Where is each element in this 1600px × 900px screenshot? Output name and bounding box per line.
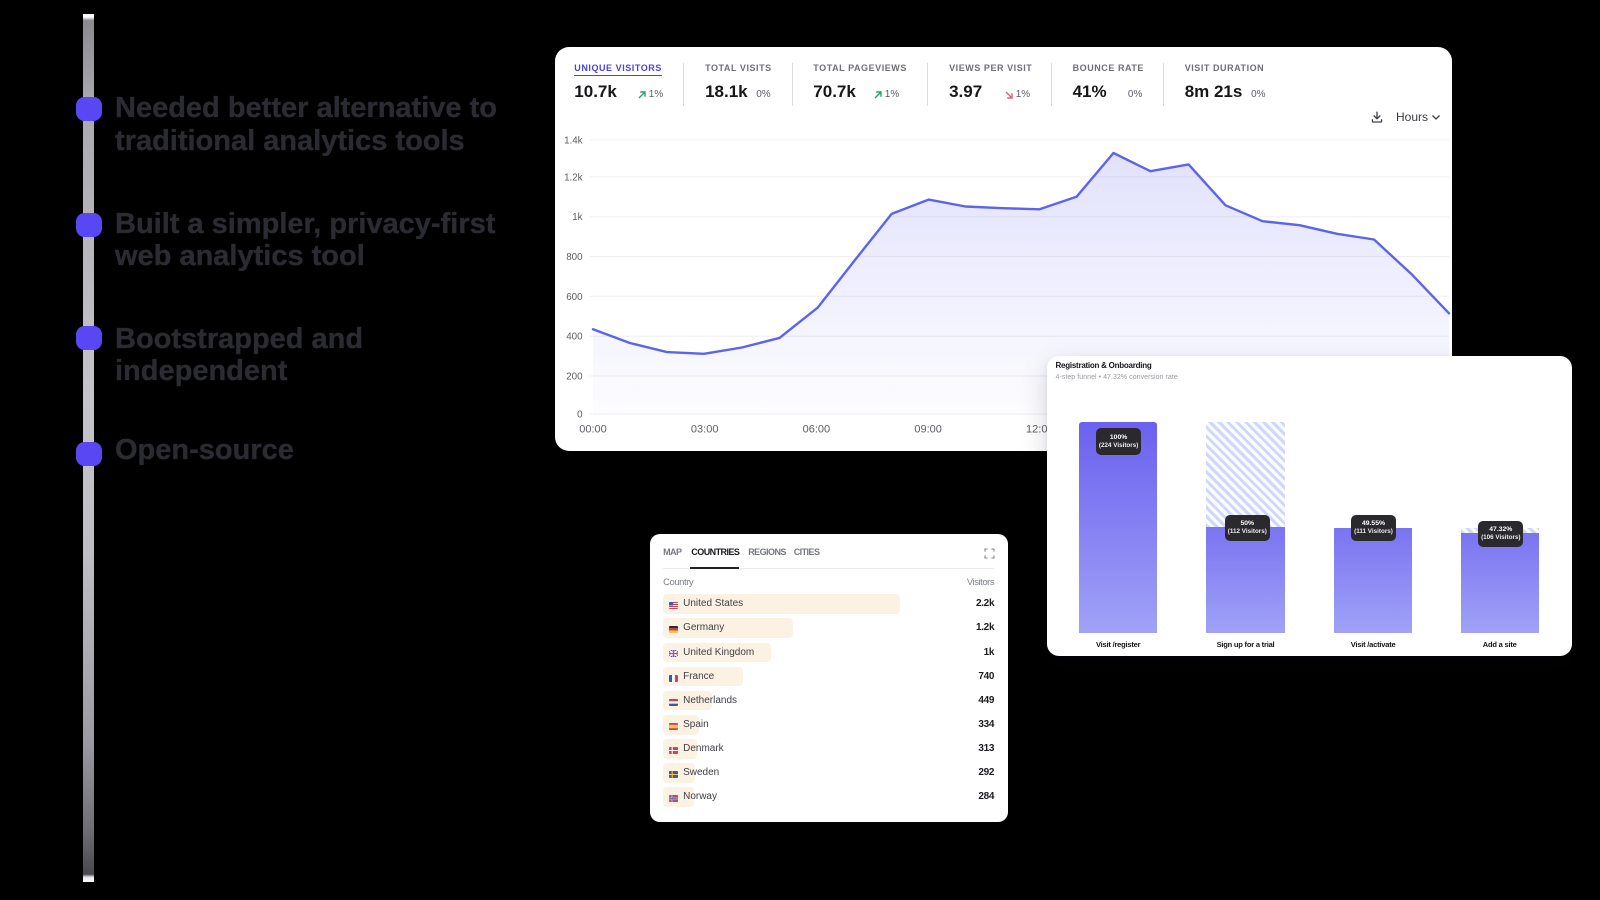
svg-text:0: 0 [577, 410, 583, 421]
svg-text:400: 400 [566, 332, 583, 343]
svg-text:800: 800 [566, 252, 583, 263]
svg-text:600: 600 [566, 292, 583, 303]
svg-text:06:00: 06:00 [803, 424, 831, 436]
svg-text:200: 200 [566, 372, 583, 383]
svg-text:1k: 1k [572, 212, 582, 223]
svg-text:1.2k: 1.2k [564, 172, 583, 183]
svg-text:03:00: 03:00 [691, 424, 719, 436]
svg-text:09:00: 09:00 [914, 424, 942, 436]
svg-text:12:00: 12:00 [1026, 424, 1054, 436]
svg-text:00:00: 00:00 [579, 424, 607, 436]
svg-text:1.4k: 1.4k [564, 135, 583, 146]
